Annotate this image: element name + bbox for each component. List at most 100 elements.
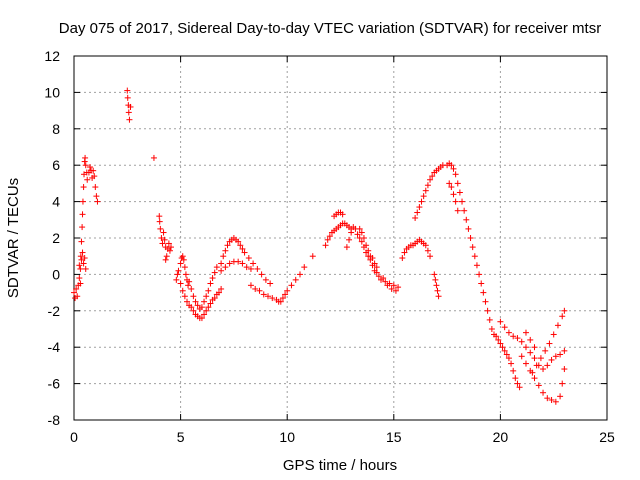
data-point (497, 340, 504, 347)
data-point (512, 375, 519, 382)
data-point (226, 260, 233, 267)
data-point (163, 253, 170, 260)
data-point (126, 116, 133, 123)
data-point (203, 293, 210, 300)
data-point (209, 275, 216, 282)
data-point (79, 211, 86, 218)
data-point (124, 87, 131, 94)
data-point (211, 269, 218, 276)
data-point (386, 280, 393, 287)
data-point (94, 198, 101, 205)
data-point (557, 351, 564, 358)
data-point (484, 307, 491, 314)
data-point (358, 238, 365, 245)
data-point (418, 198, 425, 205)
data-point (395, 284, 402, 291)
data-point (431, 271, 438, 278)
data-point (173, 276, 180, 283)
data-point (371, 260, 378, 267)
data-point (322, 242, 329, 249)
data-point (218, 285, 225, 292)
data-point (369, 255, 376, 262)
data-point (76, 262, 83, 269)
data-point (180, 256, 187, 263)
data-point (127, 103, 134, 110)
data-point (218, 267, 225, 274)
data-point (471, 253, 478, 260)
data-point (488, 326, 495, 332)
data-point (382, 278, 389, 285)
data-point (80, 260, 87, 267)
data-point (354, 231, 361, 238)
data-point (529, 369, 536, 376)
data-point (177, 280, 184, 287)
data-point (522, 360, 529, 367)
data-point (546, 340, 553, 347)
data-point (79, 224, 86, 231)
data-point (392, 287, 399, 294)
data-point (552, 398, 559, 405)
data-point (190, 307, 197, 314)
data-point (260, 291, 267, 298)
x-axis-title: GPS time / hours (283, 457, 397, 474)
data-point (194, 302, 201, 309)
data-point (82, 162, 89, 169)
y-tick-label: 8 (52, 121, 60, 137)
data-point (454, 207, 461, 214)
data-point (292, 276, 299, 283)
data-point (198, 315, 205, 322)
data-point (561, 307, 568, 314)
data-points (71, 87, 568, 405)
data-point (424, 247, 431, 254)
data-point (469, 244, 476, 251)
x-tick-label: 10 (279, 429, 295, 445)
data-point (561, 366, 568, 373)
data-point (434, 287, 441, 294)
data-point (373, 264, 380, 271)
data-point (446, 180, 453, 187)
data-point (514, 380, 521, 387)
data-point (373, 269, 380, 276)
data-point (550, 331, 557, 338)
data-point (166, 247, 173, 254)
data-point (250, 260, 257, 267)
data-point (188, 304, 195, 311)
grid (74, 56, 607, 420)
data-point (150, 154, 157, 161)
data-point (452, 171, 459, 178)
data-point (501, 324, 508, 331)
data-point (309, 253, 316, 260)
y-tick-label: 0 (52, 266, 60, 282)
data-point (203, 307, 210, 314)
data-point (252, 285, 259, 292)
data-point (224, 242, 231, 249)
data-point (262, 276, 269, 283)
data-point (554, 322, 561, 329)
data-point (190, 293, 197, 300)
data-point (388, 285, 395, 292)
data-point (235, 238, 242, 245)
data-point (218, 260, 225, 267)
data-point (188, 285, 195, 292)
data-point (161, 236, 168, 243)
data-point (185, 282, 192, 289)
data-point (76, 275, 83, 282)
data-point (465, 225, 472, 232)
data-point (503, 351, 510, 358)
data-point (243, 264, 250, 271)
data-point (463, 216, 470, 223)
x-tick-label: 20 (493, 429, 509, 445)
data-point (179, 287, 186, 294)
data-point (82, 265, 89, 272)
data-point (77, 253, 84, 260)
x-tick-label: 0 (70, 429, 78, 445)
data-point (514, 335, 521, 342)
y-tick-label: -6 (48, 376, 61, 392)
data-point (239, 260, 246, 267)
data-point (265, 293, 272, 300)
data-point (175, 267, 182, 274)
data-point (467, 235, 474, 241)
data-point (79, 198, 86, 205)
data-point (518, 338, 525, 345)
data-point (181, 264, 188, 271)
